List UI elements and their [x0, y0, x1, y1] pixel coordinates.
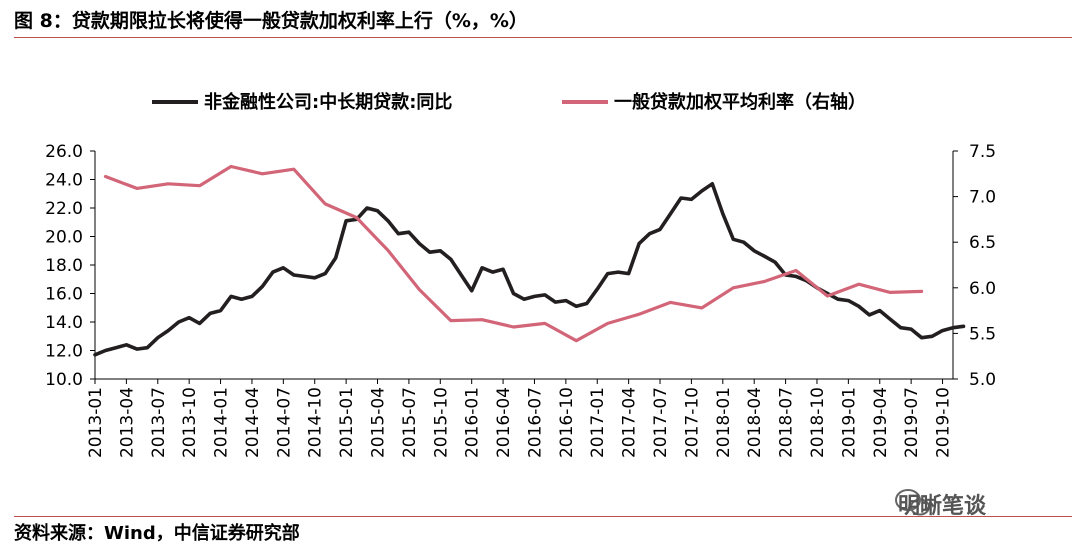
chart-title: 图 8：贷款期限拉长将使得一般贷款加权利率上行（%，%）: [14, 10, 528, 32]
left-tick-label: 10.0: [45, 370, 83, 390]
x-tick-label: 2019-07: [902, 387, 922, 458]
watermark-label: 明晰笔谈: [898, 494, 987, 519]
title-divider: [14, 37, 1072, 38]
left-tick-label: 24.0: [45, 171, 83, 191]
left-tick-label: 16.0: [45, 285, 83, 305]
legend-label-1: 非金融性公司:中长期贷款:同比: [204, 91, 452, 113]
left-tick-label: 22.0: [45, 199, 83, 219]
x-tick-label: 2019-01: [839, 387, 859, 458]
x-tick-label: 2017-01: [588, 387, 608, 458]
x-tick-label: 2014-01: [212, 387, 232, 458]
right-tick-label: 6.5: [969, 233, 996, 253]
left-tick-label: 14.0: [45, 313, 83, 333]
x-tick-label: 2014-04: [243, 387, 263, 458]
right-tick-label: 6.0: [969, 279, 996, 299]
right-tick-label: 7.5: [969, 142, 996, 162]
x-tick-label: 2016-07: [525, 387, 545, 458]
x-tick-label: 2019-10: [934, 387, 954, 458]
x-tick-label: 2014-10: [306, 387, 326, 458]
x-tick-label: 2013-10: [180, 387, 200, 458]
x-tick-label: 2018-01: [714, 387, 734, 458]
series-line-1: [93, 182, 966, 357]
x-tick-label: 2018-10: [808, 387, 828, 458]
x-tick-label: 2016-01: [463, 387, 483, 458]
x-tick-label: 2013-01: [86, 387, 106, 458]
x-tick-label: 2015-04: [369, 387, 389, 458]
left-tick-label: 20.0: [45, 228, 83, 248]
line-chart: 非金融性公司:中长期贷款:同比 一般贷款加权平均利率（右轴） 10.0 12.0 14…: [45, 91, 996, 458]
x-tick-label: 2014-07: [274, 387, 294, 458]
x-tick-label: 2016-10: [557, 387, 577, 458]
x-tick-label: 2016-04: [494, 387, 514, 458]
right-tick-label: 5.0: [969, 370, 996, 390]
x-tick-label: 2015-07: [400, 387, 420, 458]
x-tick-label: 2018-04: [745, 387, 765, 458]
series-layer: [93, 164, 966, 357]
legend: 非金融性公司:中长期贷款:同比 一般贷款加权平均利率（右轴）: [152, 91, 866, 113]
x-tick-label: 2017-10: [682, 387, 702, 458]
right-tick-label: 5.5: [969, 324, 996, 344]
left-tick-label: 18.0: [45, 256, 83, 276]
x-tick-label: 2019-04: [871, 387, 891, 458]
watermark-text: 明晰笔谈: [898, 488, 986, 520]
axes: 10.0 12.0 14.0 16.0 18.0 20.0 22.0 24.0 26.0 5.0 5…: [45, 142, 996, 458]
x-tick-label: 2015-01: [337, 387, 357, 458]
x-tick-label: 2017-07: [651, 387, 671, 458]
x-tick-label: 2013-04: [117, 387, 137, 458]
left-tick-label: 12.0: [45, 342, 83, 362]
x-tick-label: 2015-10: [431, 387, 451, 458]
x-tick-label: 2017-04: [620, 387, 640, 458]
x-tick-label: 2018-07: [777, 387, 797, 458]
wechat-icon: [895, 489, 930, 516]
legend-label-2: 一般贷款加权平均利率（右轴）: [614, 91, 866, 113]
source-note: 资料来源：Wind，中信证券研究部: [14, 523, 300, 544]
left-tick-label: 26.0: [45, 142, 83, 162]
wechat-bubble-small: [910, 498, 930, 516]
x-tick-label: 2013-07: [149, 387, 169, 458]
series-line-2: [103, 164, 924, 343]
right-tick-label: 7.0: [969, 188, 996, 208]
source-divider: [14, 516, 1072, 517]
